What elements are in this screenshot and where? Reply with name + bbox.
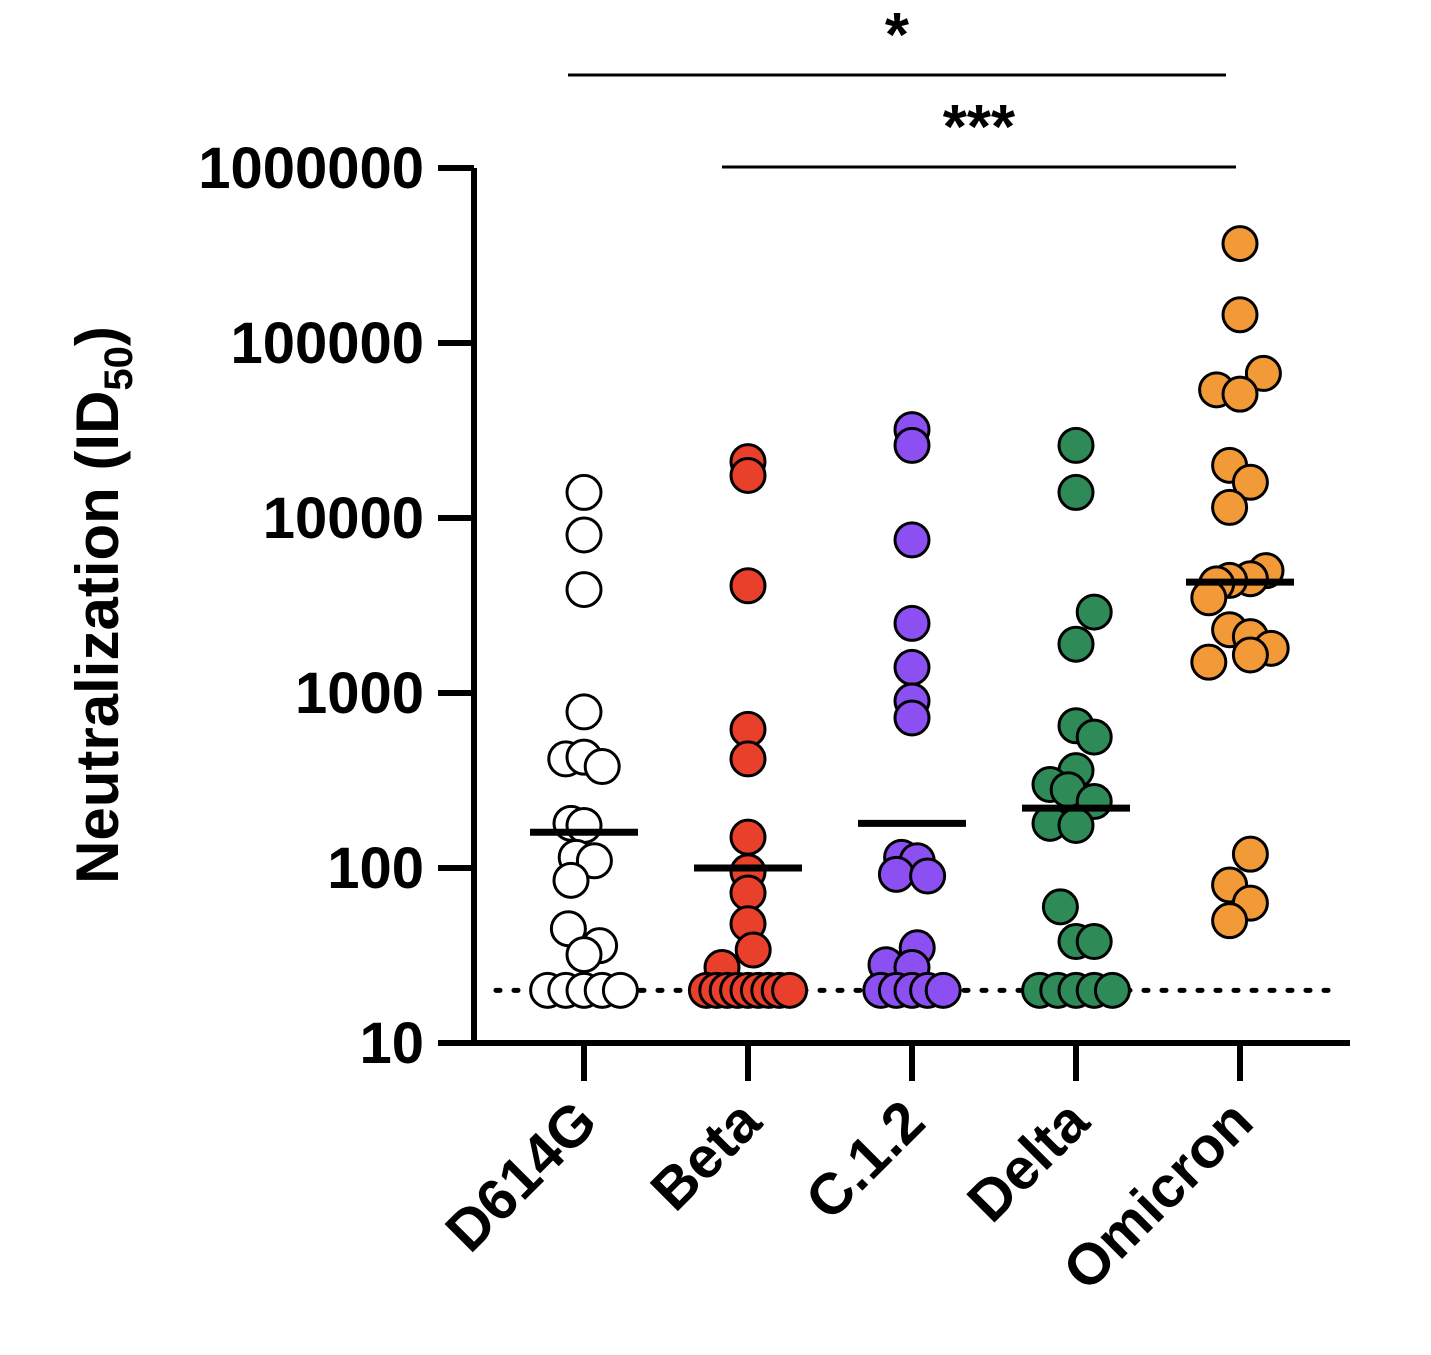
data-point <box>1221 296 1259 334</box>
data-point <box>771 971 809 1009</box>
data-point <box>729 740 767 778</box>
x-tick-label: C.1.2 <box>793 1088 937 1232</box>
data-points <box>529 225 1290 1009</box>
data-point <box>729 874 767 912</box>
data-point <box>893 426 931 464</box>
significance-label: * <box>885 1 910 70</box>
data-point <box>1057 625 1095 663</box>
data-point <box>565 693 603 731</box>
data-point <box>1190 579 1228 617</box>
data-point <box>1093 971 1131 1009</box>
data-point <box>1211 902 1249 940</box>
data-point <box>734 931 772 969</box>
data-point <box>924 971 962 1009</box>
x-tick-label: Delta <box>955 1088 1102 1235</box>
data-point <box>1221 375 1259 413</box>
data-point <box>893 648 931 686</box>
data-point <box>1231 636 1269 674</box>
data-point <box>893 699 931 737</box>
data-point <box>565 516 603 554</box>
data-point <box>729 456 767 494</box>
data-point <box>729 818 767 856</box>
axes: 10 100 1000 10000 100000 1000000 D614G Beta C.1.… <box>198 136 1350 1303</box>
y-axis-label-subscript: 50 <box>97 346 141 391</box>
y-tick-label: 100 <box>327 836 424 901</box>
data-point <box>909 857 947 895</box>
data-point <box>565 936 603 974</box>
y-tick-label: 1000 <box>295 661 424 726</box>
data-point <box>565 473 603 511</box>
y-axis-label-close: ) <box>64 326 131 346</box>
y-tick-label: 100000 <box>230 311 424 376</box>
data-point <box>1075 718 1113 756</box>
y-tick-label: 10000 <box>263 486 424 551</box>
data-point <box>893 604 931 642</box>
data-point <box>1231 835 1269 873</box>
data-point <box>1057 473 1095 511</box>
data-point <box>1211 488 1249 526</box>
median-lines <box>530 578 1294 872</box>
data-point <box>877 855 915 893</box>
y-tick-label: 10 <box>359 1011 424 1076</box>
data-point <box>1041 888 1079 926</box>
data-point <box>1075 923 1113 961</box>
data-point <box>1221 225 1259 263</box>
data-point <box>729 567 767 605</box>
y-axis-label-main: Neutralization (ID <box>64 391 131 884</box>
data-point <box>1075 593 1113 631</box>
data-point <box>1231 463 1269 501</box>
data-point <box>565 571 603 609</box>
significance-annotations: **** <box>568 1 1236 169</box>
data-point <box>583 748 621 786</box>
data-point <box>575 842 613 880</box>
data-point <box>893 521 931 559</box>
data-point <box>601 971 639 1009</box>
x-tick-label: D614G <box>433 1088 609 1264</box>
data-point <box>565 806 603 844</box>
data-point <box>552 861 590 899</box>
data-point <box>1244 354 1282 392</box>
data-point <box>1057 426 1095 464</box>
y-axis-label: Neutralization (ID50) <box>64 326 141 884</box>
y-tick-label: 1000000 <box>198 136 424 201</box>
data-point <box>1190 643 1228 681</box>
x-tick-label: Beta <box>638 1088 773 1223</box>
data-point <box>1057 806 1095 844</box>
significance-label: *** <box>943 93 1016 162</box>
